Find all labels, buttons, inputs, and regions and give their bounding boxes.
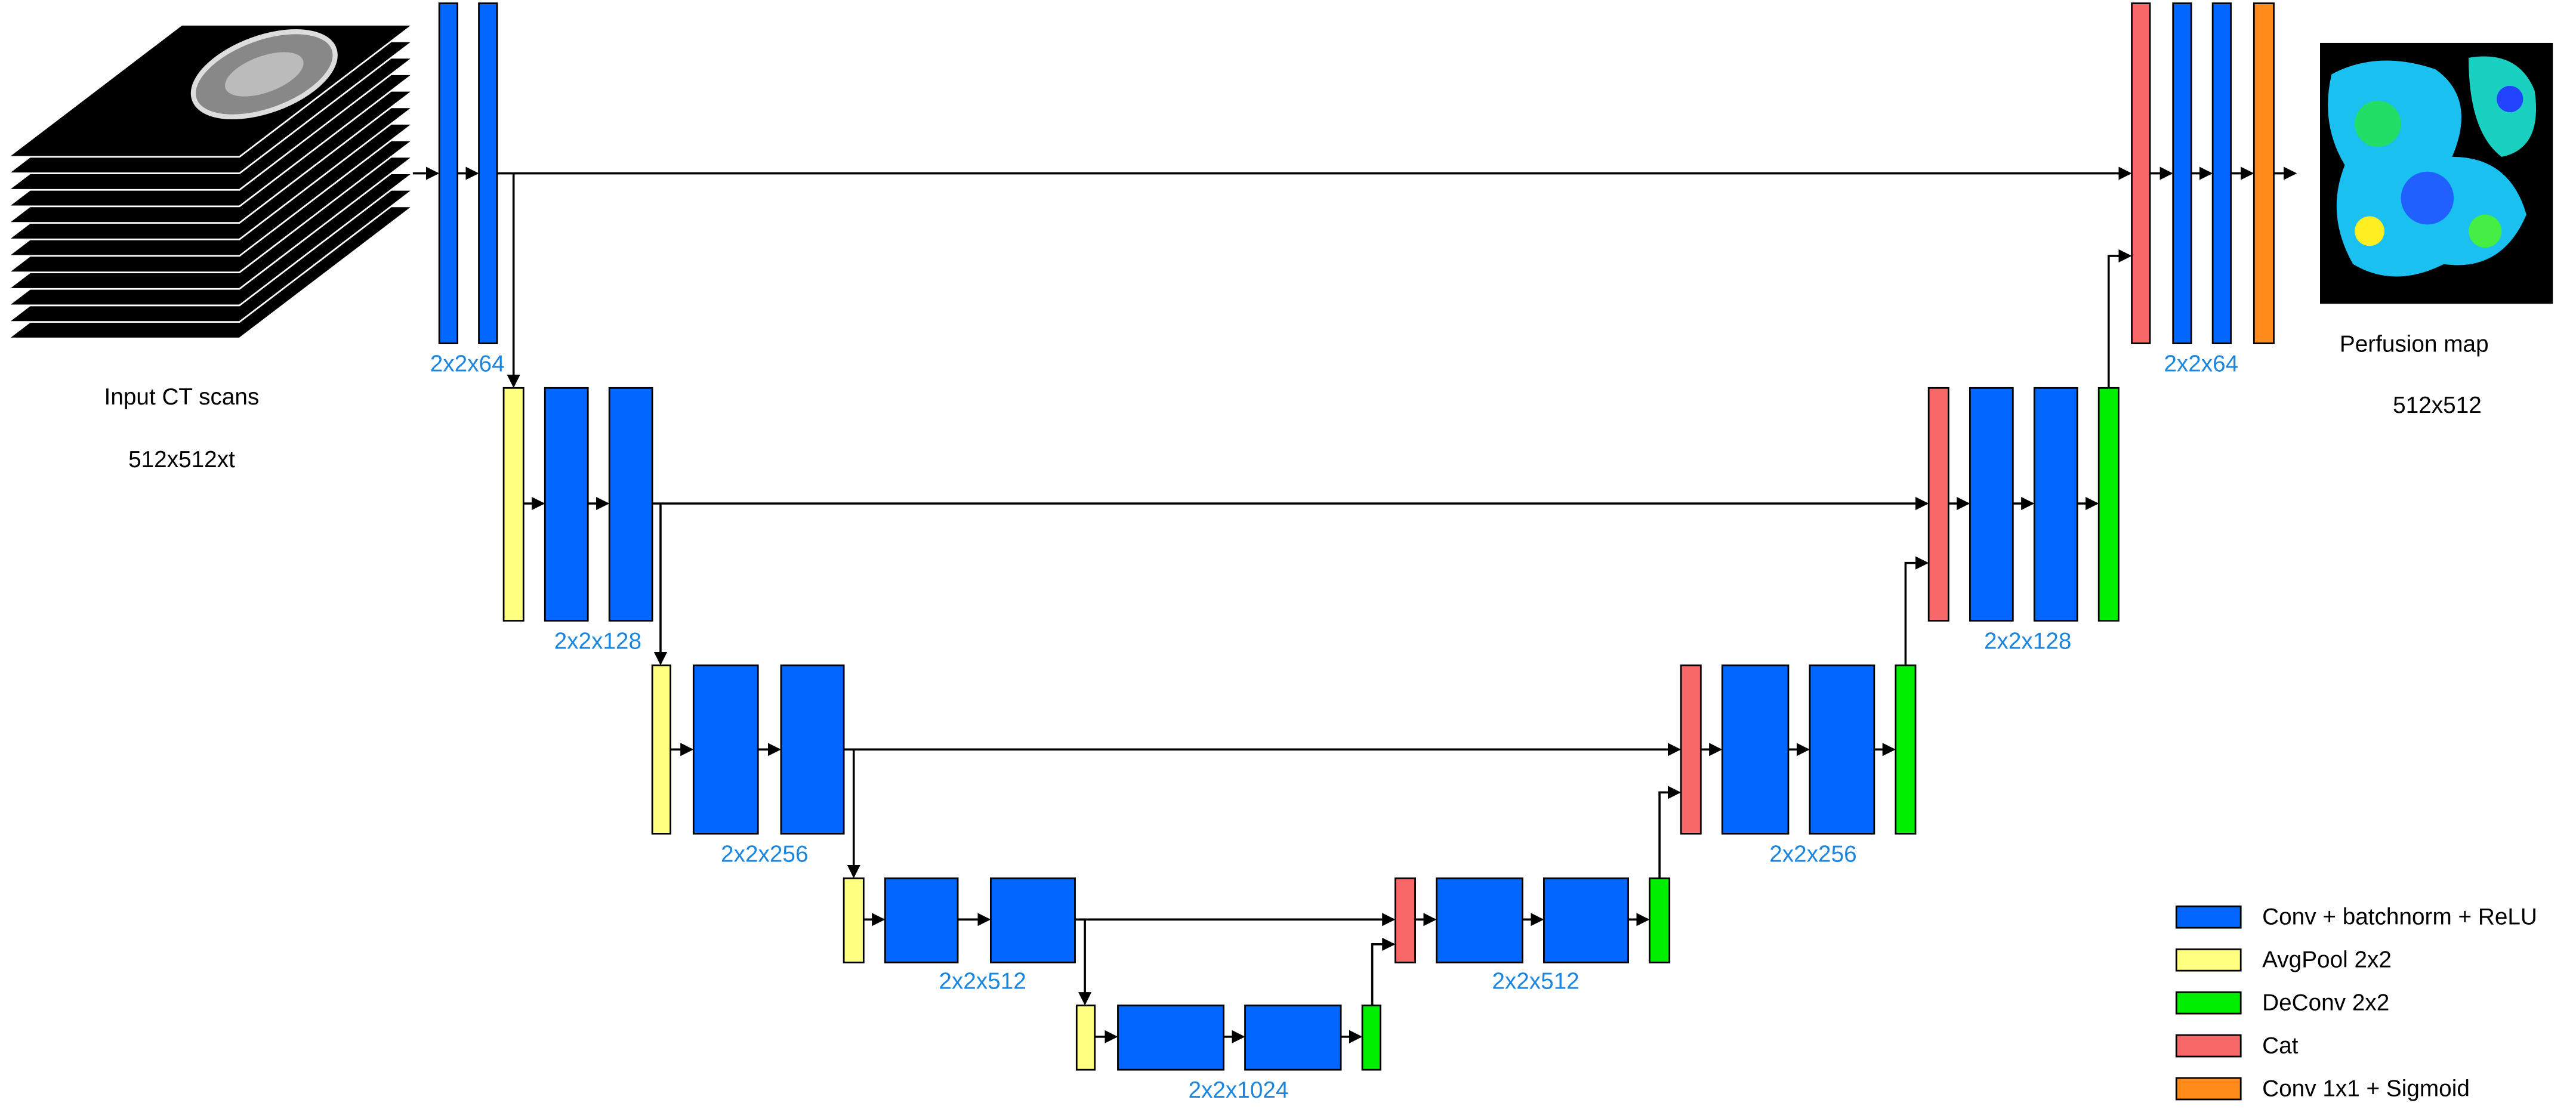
output-size: 512x512 — [2393, 393, 2482, 418]
legend-label: AvgPool 2x2 — [2262, 947, 2392, 973]
block-label: 2x2x128 — [1984, 629, 2071, 654]
legend-label: Conv + batchnorm + ReLU — [2262, 904, 2537, 930]
conv-block — [2211, 2, 2232, 344]
pool-block — [502, 387, 525, 622]
pool-block — [843, 877, 865, 963]
block-label: 2x2x512 — [939, 969, 1026, 994]
legend-label: DeConv 2x2 — [2262, 990, 2389, 1016]
block-label: 2x2x256 — [1769, 841, 1856, 867]
cat-block — [1680, 664, 1702, 835]
conv-block — [478, 2, 498, 344]
output-title: Perfusion map — [2340, 331, 2489, 357]
conv-block — [2172, 2, 2192, 344]
deconv-block — [1895, 664, 1917, 835]
cat-block — [1394, 877, 1416, 963]
legend: Conv + batchnorm + ReLU AvgPool 2x2 DeCo… — [2175, 904, 2537, 1101]
conv-block — [544, 387, 589, 622]
deconv-block — [2097, 387, 2120, 622]
conv-block — [2033, 387, 2078, 622]
block-label: 2x2x512 — [1492, 969, 1579, 994]
block-label: 2x2x128 — [554, 629, 641, 654]
conv-block — [780, 664, 845, 835]
input-size: 512x512xt — [128, 447, 235, 472]
conv-block — [1436, 877, 1523, 963]
deconv-block — [1361, 1004, 1381, 1071]
block-label: 2x2x64 — [2164, 351, 2238, 377]
cat-block — [1927, 387, 1949, 622]
legend-label: Conv 1x1 + Sigmoid — [2262, 1076, 2470, 1101]
conv-block — [1244, 1004, 1342, 1071]
conv-block — [884, 877, 959, 963]
block-label: 2x2x1024 — [1188, 1077, 1288, 1103]
input-title: Input CT scans — [104, 384, 260, 410]
pool-block — [651, 664, 671, 835]
conv-block — [608, 387, 653, 622]
conv-block — [1721, 664, 1790, 835]
deconv-block — [1649, 877, 1671, 963]
legend-label: Cat — [2262, 1033, 2299, 1058]
cat-block — [2131, 2, 2151, 344]
conv-block — [1969, 387, 2014, 622]
block-label: 2x2x64 — [430, 351, 505, 377]
conv-block — [1117, 1004, 1224, 1071]
ct-stack — [5, 24, 415, 339]
conv-block — [692, 664, 759, 835]
sigmoid-block — [2253, 2, 2275, 344]
conv-block — [438, 2, 458, 344]
conv-block — [1543, 877, 1629, 963]
conv-block — [990, 877, 1076, 963]
pool-block — [1075, 1004, 1096, 1071]
perfusion-map — [2320, 42, 2553, 304]
block-label: 2x2x256 — [721, 841, 808, 867]
conv-block — [1809, 664, 1875, 835]
